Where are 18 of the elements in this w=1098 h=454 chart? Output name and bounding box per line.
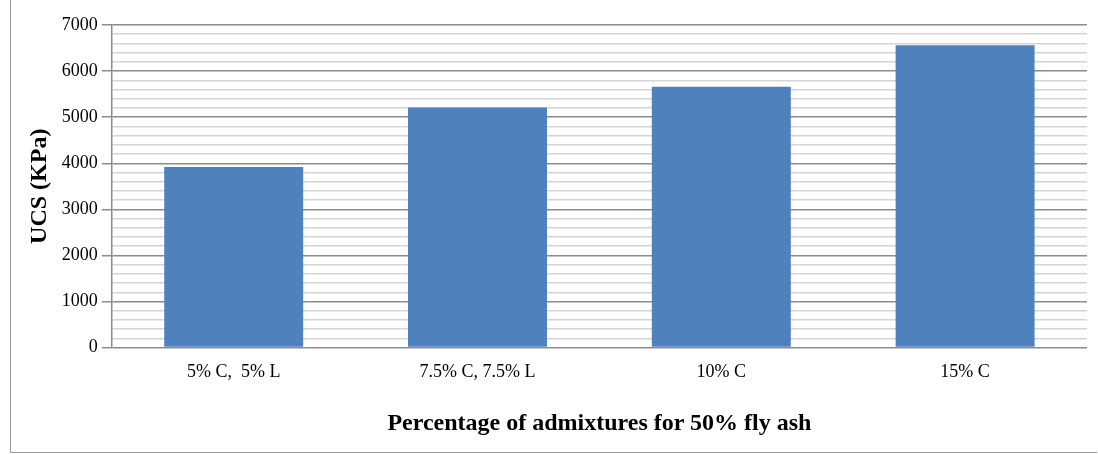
y-tick-label: 5000: [61, 105, 98, 126]
y-tick-label: 1000: [61, 290, 98, 311]
y-tick-label: 0: [88, 336, 98, 357]
y-tick-label: 3000: [61, 198, 98, 219]
y-tick-label: 6000: [61, 59, 98, 80]
x-tick-label: 10% C: [696, 361, 747, 382]
y-tick-label: 7000: [61, 13, 98, 34]
x-axis-title: Percentage of admixtures for 50% fly ash: [387, 408, 812, 435]
bar: [408, 107, 547, 347]
y-tick-label: 4000: [61, 151, 98, 172]
bar: [651, 86, 791, 347]
x-tick-label: 15% C: [940, 361, 990, 382]
y-axis-title: UCS (KPa): [24, 128, 51, 244]
x-tick-label: 7.5% C, 7.5% L: [419, 361, 536, 382]
y-tick-label: 2000: [61, 244, 98, 265]
x-tick-label: 5% C, 5% L: [186, 361, 281, 382]
bar: [895, 45, 1035, 347]
bar: [164, 166, 304, 347]
